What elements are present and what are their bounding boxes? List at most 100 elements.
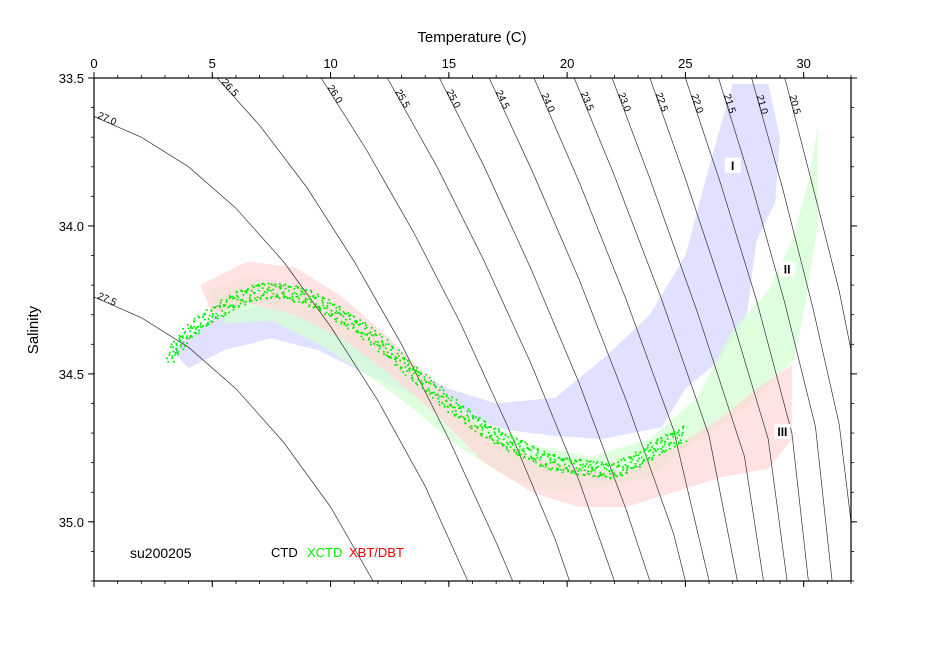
xctd-point [549, 457, 552, 460]
xctd-point [457, 416, 460, 419]
xctd-point [664, 440, 666, 443]
xctd-point [451, 396, 454, 399]
xctd-point [519, 441, 522, 444]
xctd-point [496, 439, 499, 442]
legend-xbt: XBT/DBT [349, 545, 404, 560]
xctd-point [419, 373, 422, 375]
isopycnal-24.5 [488, 78, 686, 581]
xctd-point [252, 286, 255, 289]
xctd-point [335, 309, 338, 312]
xctd-point [399, 366, 402, 369]
xctd-point [335, 320, 338, 323]
xctd-point [417, 378, 420, 381]
xctd-point [467, 416, 470, 419]
xctd-point [652, 451, 654, 454]
isopycnal-23.0 [611, 78, 764, 581]
xctd-point [438, 389, 441, 392]
xctd-point [415, 382, 417, 384]
xctd-point [428, 393, 431, 396]
xctd-point [448, 404, 451, 407]
xctd-point [359, 319, 362, 321]
xctd-point [339, 308, 341, 311]
xctd-point [558, 465, 561, 468]
xctd-point [609, 477, 612, 480]
xctd-point [402, 371, 405, 373]
xctd-point [237, 305, 240, 307]
xctd-point [530, 449, 533, 452]
xctd-point [671, 433, 674, 436]
xctd-point [566, 468, 569, 471]
xctd-point [570, 471, 573, 474]
xctd-point [478, 416, 481, 419]
xctd-point [197, 325, 200, 328]
xctd-point [677, 431, 679, 434]
xctd-point [534, 459, 537, 461]
xctd-point [494, 427, 497, 430]
xctd-point [673, 430, 676, 433]
xctd-point [563, 458, 566, 461]
xctd-point [255, 284, 258, 287]
xctd-point [483, 420, 486, 423]
xctd-point [479, 424, 482, 427]
xctd-point [607, 464, 609, 467]
xctd-point [285, 295, 287, 298]
xctd-point [567, 470, 570, 473]
xctd-point [408, 367, 411, 370]
xctd-point [579, 463, 582, 466]
xctd-point [211, 313, 214, 316]
xctd-point [466, 414, 469, 417]
xctd-point [387, 356, 390, 359]
xctd-point [193, 325, 196, 328]
xctd-point [472, 417, 475, 420]
xctd-point [353, 320, 356, 323]
xctd-point [675, 432, 678, 435]
xctd-point [477, 418, 480, 421]
xctd-point [553, 455, 556, 458]
xctd-point [333, 318, 336, 321]
xctd-point [656, 442, 659, 445]
xctd-point [370, 326, 373, 329]
isopycnal-27.0 [94, 116, 469, 581]
xctd-point [464, 421, 467, 424]
xctd-point [399, 359, 402, 362]
xctd-point [521, 449, 524, 452]
xctd-point [342, 310, 345, 313]
xctd-point [682, 425, 685, 428]
isopycnal-label: 26.0 [325, 83, 345, 106]
xctd-point [170, 343, 173, 346]
xctd-point [340, 322, 343, 325]
xctd-point [256, 284, 259, 287]
xctd-point [278, 282, 281, 285]
xctd-point [272, 292, 275, 295]
xctd-point [355, 319, 358, 322]
xctd-point [560, 468, 563, 471]
xctd-point [365, 326, 368, 329]
xctd-point [372, 342, 375, 345]
xctd-point [364, 333, 367, 336]
xctd-point [443, 405, 446, 408]
xctd-point [649, 448, 652, 451]
xctd-point [648, 450, 650, 453]
xctd-point [267, 282, 270, 285]
xctd-point [318, 306, 321, 309]
xctd-point [177, 353, 180, 356]
xctd-point [228, 295, 231, 297]
xctd-point [172, 350, 175, 353]
xctd-point [340, 320, 343, 323]
xctd-point [535, 461, 537, 464]
xctd-point [336, 312, 339, 315]
xctd-point [335, 306, 338, 309]
xctd-point [660, 448, 663, 451]
xctd-point [513, 440, 516, 443]
xctd-point [672, 435, 674, 438]
xctd-point [329, 315, 332, 317]
xctd-point [631, 458, 634, 461]
xctd-point [532, 460, 535, 463]
envelope-1 [172, 83, 781, 440]
xctd-point [325, 311, 328, 314]
xctd-point [258, 285, 261, 288]
xctd-point [315, 297, 318, 299]
xctd-point [505, 448, 508, 451]
xctd-point [487, 431, 490, 434]
